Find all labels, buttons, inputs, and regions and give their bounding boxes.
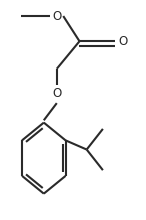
Text: O: O: [52, 88, 61, 101]
Text: O: O: [52, 9, 61, 22]
Text: O: O: [119, 35, 128, 48]
